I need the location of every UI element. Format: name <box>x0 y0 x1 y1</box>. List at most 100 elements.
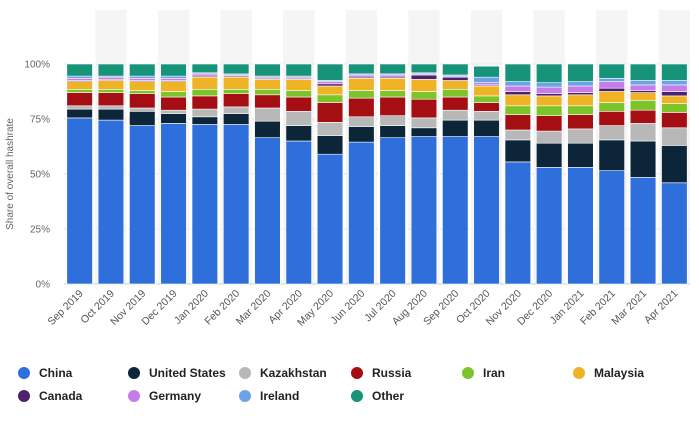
bar-segment-malaysia <box>629 92 657 101</box>
bar-segment-china <box>285 140 312 285</box>
legend-item-ireland[interactable]: Ireland <box>239 389 299 403</box>
bar-segment-malaysia <box>598 91 625 103</box>
legend-swatch <box>239 390 251 402</box>
y-tick-label: 50% <box>30 170 50 181</box>
bar-segment-kazakhstan <box>348 116 375 128</box>
bar-segment-united-states <box>473 119 500 137</box>
legend-item-canada[interactable]: Canada <box>18 389 82 403</box>
bar-segment-united-states <box>348 126 375 143</box>
bar-segment-malaysia <box>473 85 500 97</box>
bar-segment-malaysia <box>285 79 312 91</box>
bar-segment-malaysia <box>97 80 125 90</box>
bar-segment-germany <box>97 76 125 80</box>
bar-segment-kazakhstan <box>442 109 469 121</box>
bar-segment-united-states <box>254 120 281 138</box>
bar-segment-china <box>598 170 625 285</box>
y-tick-label: 25% <box>30 225 50 236</box>
bar-segment-other <box>129 63 156 77</box>
bar-segment-russia <box>66 92 93 107</box>
bar-segment-russia <box>160 96 187 111</box>
bar-segment-ireland <box>504 81 531 87</box>
bar-segment-kazakhstan <box>661 127 688 146</box>
x-tick-label: Sep 2019 <box>45 288 85 328</box>
bar-segment-ireland <box>536 82 563 88</box>
bar-segment-united-states <box>661 145 688 184</box>
bar-segment-ireland <box>66 75 93 79</box>
bar-segment-germany <box>129 78 156 81</box>
bar-segment-kazakhstan <box>536 130 563 144</box>
bar-segment-kazakhstan <box>567 128 594 144</box>
legend-swatch <box>462 367 474 379</box>
legend-label: Ireland <box>260 389 300 403</box>
bar-segment-china <box>567 167 594 285</box>
bar-segment-russia <box>410 98 438 119</box>
bar-segment-kazakhstan <box>254 107 281 122</box>
bar-segment-germany <box>629 84 657 91</box>
bar-segment-russia <box>316 102 344 123</box>
bar-segment-united-states <box>285 125 312 142</box>
bar-segment-other <box>661 63 688 81</box>
bar-segment-russia <box>348 97 375 118</box>
bar-segment-kazakhstan <box>285 111 312 126</box>
legend-swatch <box>351 367 363 379</box>
bar-segment-canada <box>598 87 625 92</box>
bar-segment-other <box>97 63 125 77</box>
legend-swatch <box>573 367 585 379</box>
bar-segment-kazakhstan <box>598 125 625 141</box>
bar-segment-united-states <box>442 119 469 137</box>
bar-segment-iran <box>629 100 657 111</box>
bar-segment-other <box>567 63 594 82</box>
bar-segment-kazakhstan <box>379 115 406 126</box>
legend-item-united-states[interactable]: United States <box>128 366 226 380</box>
legend-label: Malaysia <box>594 366 645 380</box>
bar-segment-russia <box>442 96 469 111</box>
bar-segment-ireland <box>160 75 187 79</box>
bar-segment-china <box>442 136 469 285</box>
y-axis-label: Share of overall hashrate <box>5 118 16 230</box>
legend-item-malaysia[interactable]: Malaysia <box>573 366 644 380</box>
bar-segment-germany <box>661 84 688 92</box>
bar-segment-ireland <box>661 80 688 86</box>
bar-segment-china <box>66 117 93 285</box>
bar-segment-iran <box>66 89 93 93</box>
legend-swatch <box>128 390 140 402</box>
bar-segment-kazakhstan <box>97 105 125 110</box>
bar-segment-other <box>379 63 406 75</box>
bar-segment-russia <box>97 92 125 107</box>
legend-item-germany[interactable]: Germany <box>128 389 201 403</box>
bar-segment-russia <box>629 109 657 124</box>
legend-swatch <box>128 367 140 379</box>
bar-segment-canada <box>504 91 531 96</box>
bar-segment-china <box>160 123 187 285</box>
bar-segment-canada <box>316 83 344 87</box>
bar-segment-united-states <box>316 135 344 155</box>
bar-segment-iran <box>567 105 594 115</box>
bar-segment-germany <box>316 81 344 85</box>
bar-segment-iran <box>661 103 688 113</box>
bar-segment-germany <box>160 78 187 81</box>
bar-segment-germany <box>504 85 531 92</box>
bar-segment-malaysia <box>536 95 563 107</box>
legend-label: Other <box>372 389 405 403</box>
bar-segment-iran <box>379 90 406 98</box>
bar-segment-ireland <box>629 80 657 86</box>
bar-segment-other <box>316 63 344 81</box>
legend-item-russia[interactable]: Russia <box>351 366 411 380</box>
legend-item-iran[interactable]: Iran <box>462 366 505 380</box>
bar-segment-malaysia <box>129 81 156 91</box>
legend-item-other[interactable]: Other <box>351 389 404 403</box>
legend-row: Canada Germany Ireland Other <box>18 389 698 412</box>
legend-swatch <box>351 390 363 402</box>
bar-segment-kazakhstan <box>129 107 156 112</box>
bar-segment-canada <box>629 90 657 93</box>
bar-segment-other <box>410 63 438 74</box>
legend-item-china[interactable]: China <box>18 366 72 380</box>
bar-segment-malaysia <box>442 80 469 90</box>
bar-segment-iran <box>410 91 438 100</box>
bar-segment-malaysia <box>567 94 594 107</box>
legend-item-kazakhstan[interactable]: Kazakhstan <box>239 366 327 380</box>
bar-segment-germany <box>66 78 93 81</box>
bar-segment-united-states <box>410 127 438 137</box>
bar-segment-china <box>629 177 657 285</box>
